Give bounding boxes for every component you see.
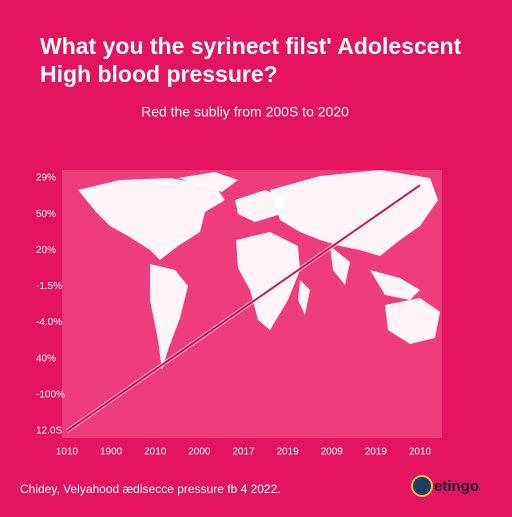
x-tick-label: 2019: [277, 447, 300, 458]
y-tick-label: 50%: [36, 209, 56, 220]
y-tick-label: 12.0S: [36, 426, 62, 437]
y-tick-label: -1.5%: [36, 281, 62, 292]
y-tick-label: -4.0%: [36, 317, 62, 328]
x-tick-label: 1010: [56, 447, 79, 458]
x-tick-label: 2009: [321, 447, 344, 458]
world-map: [78, 170, 440, 370]
chart-subtitle: Red the subliy from 200S to 2020: [141, 104, 349, 120]
chart-title: High blood pressure?: [40, 61, 278, 87]
footer-note: Chidey, Velyahood ædisecce pressure fb 4…: [20, 482, 281, 496]
x-tick-label: 2000: [188, 447, 211, 458]
chart-title: What you the syrinect filst' Adolescent: [40, 33, 462, 59]
x-tick-label: 2019: [365, 447, 388, 458]
logo-text: etingo: [434, 478, 479, 495]
x-tick-label: 2017: [232, 447, 255, 458]
logo-icon: [411, 475, 433, 497]
y-tick-label: 29%: [36, 173, 56, 184]
line-series: [66, 184, 421, 432]
y-tick-label: -100%: [36, 389, 65, 400]
x-tick-label: 2010: [409, 447, 432, 458]
x-tick-label: 1900: [100, 447, 123, 458]
y-tick-label: 40%: [36, 353, 56, 364]
x-tick-label: 2010: [144, 447, 167, 458]
y-tick-label: 20%: [36, 245, 56, 256]
